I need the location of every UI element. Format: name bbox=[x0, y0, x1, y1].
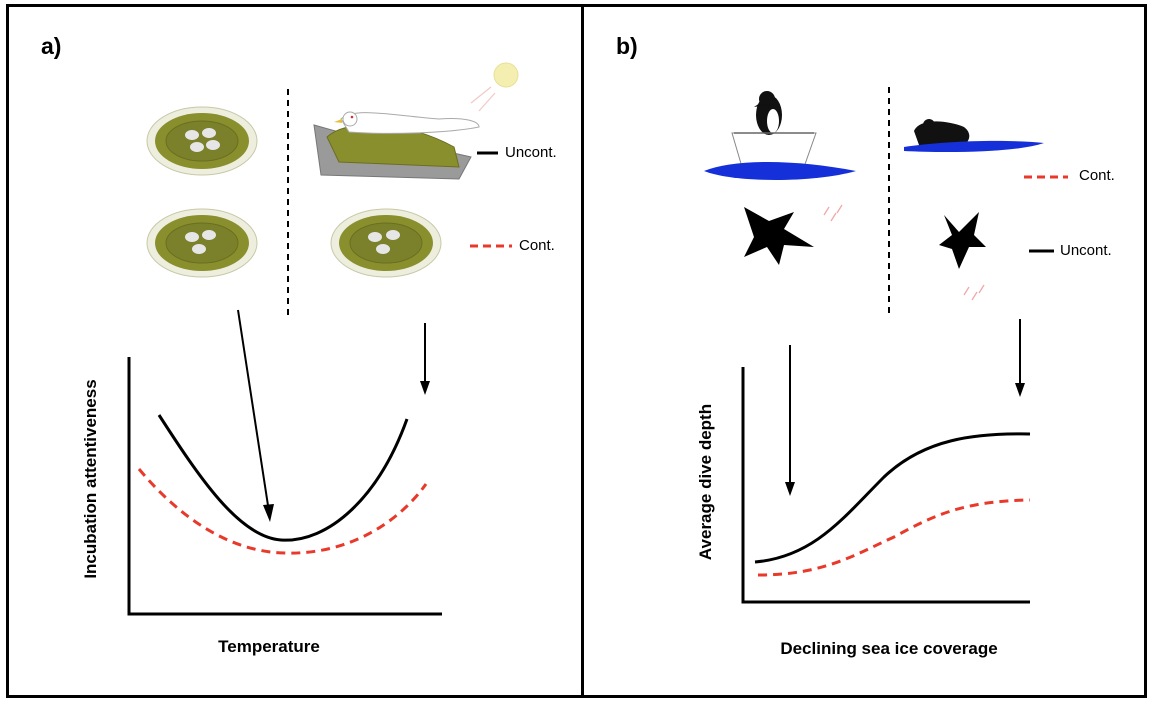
curve-uncont bbox=[754, 432, 1031, 564]
legend-uncont-label: Uncont. bbox=[505, 144, 557, 161]
gull-on-nest-icon bbox=[313, 111, 480, 180]
y-axis-label: Incubation attentiveness bbox=[81, 379, 100, 579]
panel-b: b) bbox=[581, 4, 1147, 698]
panel-b-diagram bbox=[704, 87, 1068, 604]
panel-a: a) bbox=[6, 4, 584, 698]
chart-axes bbox=[741, 367, 1030, 604]
panel-b-label: b) bbox=[616, 33, 638, 59]
y-axis-label: Average dive depth bbox=[696, 403, 715, 561]
arrow-right bbox=[420, 323, 430, 395]
arrow-right bbox=[1015, 319, 1025, 397]
diving-bird-icon bbox=[939, 212, 986, 269]
bird-on-thin-ice-icon bbox=[904, 119, 1044, 153]
bubbles-icon bbox=[963, 284, 985, 301]
panel-a-label: a) bbox=[41, 33, 62, 59]
panel-a-diagram bbox=[127, 62, 519, 616]
legend-cont-label: Cont. bbox=[519, 237, 555, 254]
bubbles-icon bbox=[823, 204, 843, 222]
curve-cont bbox=[137, 468, 428, 555]
arrow-left bbox=[237, 309, 274, 522]
nest-icon bbox=[146, 106, 258, 176]
x-axis-label: Temperature bbox=[218, 637, 320, 656]
arrow-left bbox=[785, 345, 795, 496]
x-axis-label: Declining sea ice coverage bbox=[780, 639, 998, 658]
diving-bird-icon bbox=[744, 207, 814, 265]
nest-icon bbox=[146, 208, 258, 278]
legend-uncont-label: Uncont. bbox=[1060, 242, 1112, 259]
chart-axes bbox=[127, 357, 442, 616]
sun-icon bbox=[470, 62, 519, 112]
bird-on-ice-icon bbox=[704, 91, 856, 180]
curve-cont bbox=[757, 498, 1031, 577]
curve-uncont bbox=[157, 414, 409, 542]
nest-icon bbox=[330, 208, 442, 278]
legend-cont-label: Cont. bbox=[1079, 167, 1115, 184]
